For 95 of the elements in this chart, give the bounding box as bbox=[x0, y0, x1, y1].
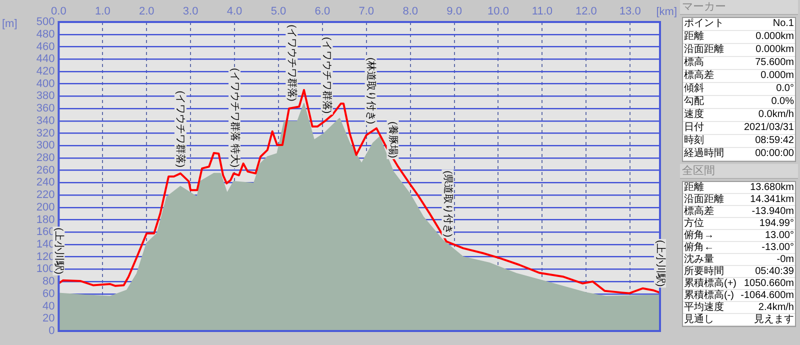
text: マーカー bbox=[680, 0, 798, 15]
x-tick-label: 4.0 bbox=[226, 5, 242, 18]
x-tick-label: 13.0 bbox=[619, 5, 641, 18]
category-label: 標高差 bbox=[684, 206, 714, 217]
x-tick-label: 6.0 bbox=[314, 5, 330, 18]
text: 0.000km bbox=[756, 31, 794, 43]
category-label: 沿面距離 bbox=[684, 44, 724, 56]
category-label: 見通し bbox=[684, 314, 714, 325]
category-label: 沈み量 bbox=[684, 254, 714, 265]
text: 14.341km bbox=[750, 194, 794, 205]
y-tick-label: 500 bbox=[36, 16, 55, 28]
x-tick-label: 11.0 bbox=[532, 5, 552, 18]
y-tick-label: 40 bbox=[42, 300, 55, 312]
category-label: 速度 bbox=[684, 109, 704, 121]
y-tick-label: 200 bbox=[36, 201, 55, 214]
text: 75.600m bbox=[755, 57, 794, 69]
text: 194.99° bbox=[759, 218, 794, 229]
text: -1064.600m bbox=[740, 290, 794, 301]
category-label: 距離 bbox=[684, 31, 704, 43]
category-label: 平均速度 bbox=[684, 302, 724, 313]
text: -13.940m bbox=[752, 206, 794, 217]
y-tick-label: 440 bbox=[36, 53, 55, 66]
category-label: 距離 bbox=[684, 182, 704, 193]
text: 2021/03/31 bbox=[744, 122, 794, 134]
category-label: 標高 bbox=[684, 57, 704, 69]
y-tick-label: 280 bbox=[36, 152, 55, 164]
category-label: ポイント bbox=[684, 18, 724, 30]
y-tick-label: 400 bbox=[36, 78, 55, 90]
text: 0.0km/h bbox=[758, 109, 794, 121]
y-tick-label: 480 bbox=[36, 28, 55, 40]
annotation: (養豚場) bbox=[387, 121, 400, 158]
text: 全区間 bbox=[680, 164, 798, 179]
y-tick-label: 20 bbox=[42, 312, 55, 325]
category-label: 勾配 bbox=[684, 96, 704, 108]
x-tick-label: 10.0 bbox=[488, 5, 509, 18]
y-tick-label: 460 bbox=[36, 40, 55, 53]
x-tick-label: 1.0 bbox=[95, 5, 110, 18]
x-tick-label: 12.0 bbox=[575, 5, 597, 18]
x-tick-label: 0.0 bbox=[51, 5, 66, 18]
y-tick-label: 360 bbox=[36, 102, 55, 115]
text: 2.4km/h bbox=[758, 302, 794, 313]
x-tick-label: 8.0 bbox=[402, 5, 418, 18]
y-tick-label: 240 bbox=[36, 176, 55, 189]
annotation: (イワウチワ群落) bbox=[174, 90, 187, 168]
annotation: (林道取り付き) bbox=[365, 57, 378, 124]
y-tick-label: 300 bbox=[36, 140, 55, 152]
text: 0.0° bbox=[776, 83, 794, 95]
text: 0.000km bbox=[756, 44, 794, 56]
y-tick-label: 340 bbox=[36, 114, 55, 127]
y-tick-label: 420 bbox=[36, 65, 55, 78]
text: 13.00° bbox=[764, 230, 794, 241]
x-tick-label: 7.0 bbox=[358, 5, 374, 18]
category-label: 方位 bbox=[684, 218, 704, 229]
y-tick-label: 220 bbox=[36, 189, 55, 202]
text: 0.0% bbox=[771, 96, 794, 108]
text: 0.000m bbox=[760, 70, 794, 82]
y-tick-label: 180 bbox=[36, 214, 55, 226]
category-label: 時刻 bbox=[684, 135, 704, 147]
annotation: (上小川駅) bbox=[654, 240, 666, 287]
y-tick-label: 80 bbox=[42, 276, 55, 288]
y-tick-label: 0 bbox=[48, 325, 55, 338]
category-label: 日付 bbox=[684, 122, 704, 134]
text: 00:00:00 bbox=[755, 148, 794, 160]
x-tick-label: 5.0 bbox=[270, 5, 286, 18]
y-tick-label: 320 bbox=[36, 127, 55, 140]
annotation: (県道取り付き) bbox=[442, 170, 454, 238]
y-tick-label: 260 bbox=[36, 164, 55, 176]
category-label: 沿面距離 bbox=[684, 194, 724, 205]
category-label: 傾斜 bbox=[684, 83, 704, 95]
text: No.1 bbox=[772, 18, 794, 30]
annotation: (イワウチワ群落) bbox=[321, 36, 334, 114]
text: 08:59:42 bbox=[755, 135, 794, 147]
x-tick-label: 3.0 bbox=[182, 5, 198, 18]
x-axis-title: [km] bbox=[656, 6, 677, 18]
category-label: 標高差 bbox=[684, 70, 714, 82]
text: 見えます bbox=[754, 314, 794, 325]
annotation: (イワウチワ群落) bbox=[286, 24, 298, 102]
text: 1050.660m bbox=[744, 278, 794, 289]
text: -13.00° bbox=[762, 242, 794, 253]
x-tick-label: 2.0 bbox=[138, 5, 154, 18]
y-tick-label: 60 bbox=[42, 288, 55, 300]
annotation: (上小川駅) bbox=[52, 228, 65, 274]
category-label: 累積標高(+) bbox=[684, 278, 736, 289]
category-label: 俯角→ bbox=[684, 230, 714, 241]
text: 05:40:39 bbox=[755, 266, 794, 277]
annotation: (イワウチワ群落 特大) bbox=[228, 68, 241, 168]
text: 13.680km bbox=[750, 182, 794, 193]
y-axis-title: [m] bbox=[2, 18, 18, 30]
x-tick-label: 9.0 bbox=[446, 5, 462, 18]
category-label: 俯角← bbox=[684, 242, 714, 253]
category-label: 累積標高(-) bbox=[684, 290, 734, 301]
y-tick-label: 380 bbox=[36, 90, 55, 102]
category-label: 経過時間 bbox=[684, 148, 724, 160]
category-label: 所要時間 bbox=[684, 266, 724, 277]
text: -0m bbox=[776, 254, 794, 265]
